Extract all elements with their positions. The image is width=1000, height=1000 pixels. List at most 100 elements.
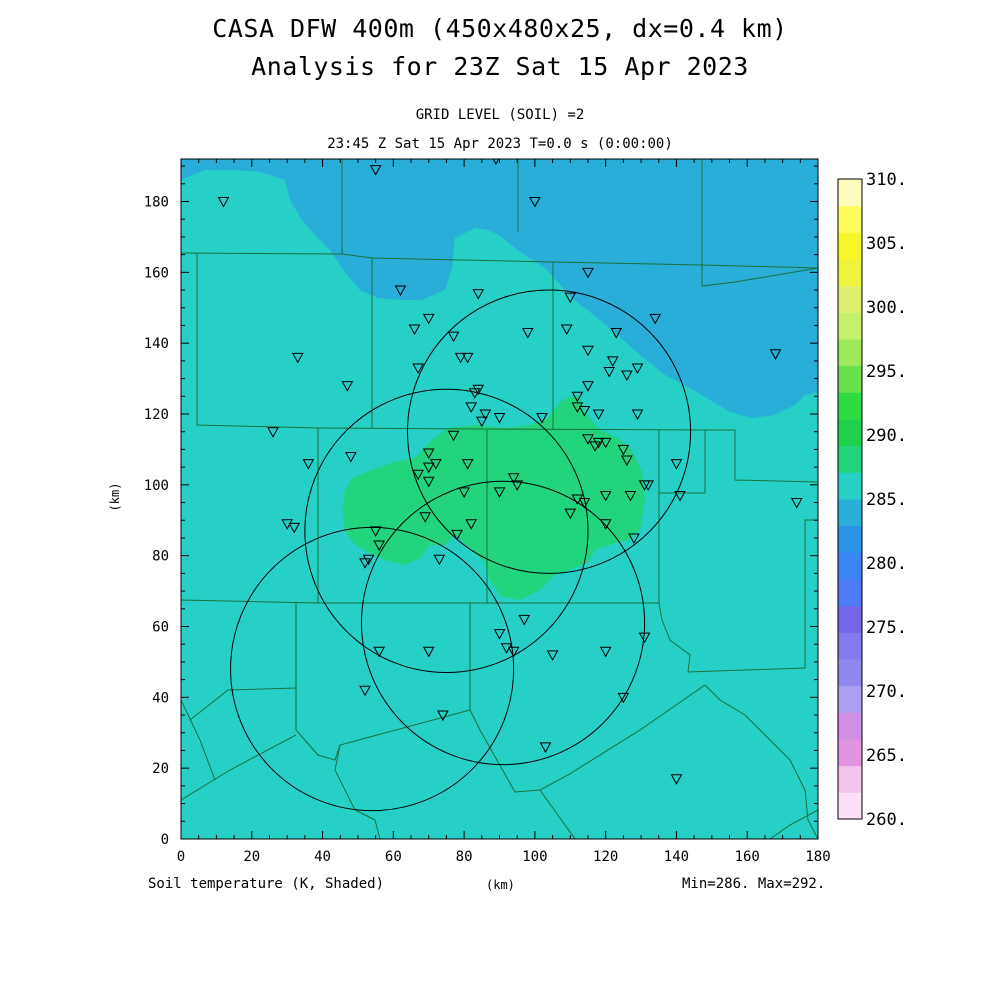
station-marker: [408, 324, 421, 336]
station-marker: [412, 363, 424, 374]
station-marker: [592, 437, 605, 449]
station-marker: [582, 381, 594, 392]
x-tick-label: 180: [805, 849, 830, 865]
station-marker: [610, 328, 623, 339]
station-marker: [433, 554, 446, 566]
colorbar-label: 275.: [866, 618, 907, 638]
station-marker: [617, 692, 630, 704]
colorbar-label: 300.: [866, 298, 907, 318]
grid-level-label: GRID LEVEL (SOIL) =2: [415, 107, 585, 123]
station-marker: [345, 452, 357, 463]
radar-ring-4: [360, 480, 646, 766]
colorbar-labels: 260. 265. 270. 275. 280. 285. 290. 295. 300. 305.…: [866, 170, 907, 830]
y-axis-tick-labels: 0 20 40 60 80 100 120 140 160 180: [144, 195, 169, 849]
colorbar-segment: [838, 285, 862, 313]
x-tick-label: 120: [593, 849, 618, 865]
colorbar-segment: [838, 499, 862, 527]
station-marker: [599, 519, 612, 530]
colorbar-segment: [838, 525, 862, 553]
y-tick-label: 60: [152, 620, 169, 636]
station-marker: [507, 646, 520, 658]
station-marker: [359, 558, 371, 569]
station-marker: [621, 455, 633, 467]
station-marker: [291, 352, 304, 364]
station-marker: [447, 430, 460, 442]
station-marker: [461, 459, 474, 470]
y-tick-label: 80: [152, 549, 169, 565]
colorbar-label: 270.: [866, 682, 907, 702]
station-marker: [628, 533, 640, 544]
map-title: CASA DFW 400m (450x480x25, dx=0.4 km): [212, 14, 788, 43]
station-marker: [649, 313, 662, 325]
radar-ring-2: [304, 388, 589, 674]
station-marker: [359, 685, 371, 697]
x-tick-label: 20: [243, 849, 260, 865]
x-tick-label: 60: [385, 849, 402, 865]
colorbar-segment: [838, 605, 862, 633]
station-marker: [592, 409, 605, 421]
station-marker: [458, 487, 470, 498]
y-tick-label: 120: [144, 407, 169, 423]
cool-temperature-patch: [181, 159, 200, 178]
colorbar-segment: [838, 765, 862, 793]
cool-temperature-region: [181, 159, 818, 418]
station-marker: [447, 331, 460, 343]
axis-ticks: [180, 159, 819, 840]
station-marker: [422, 313, 435, 325]
warm-temperature-region: [342, 395, 645, 600]
min-max-label: Min=286. Max=292.: [682, 876, 826, 892]
station-marker: [373, 646, 386, 658]
y-axis-label: (km): [108, 482, 122, 512]
radar-ring-1: [406, 289, 692, 574]
station-marker: [670, 459, 683, 470]
station-marker: [461, 352, 474, 364]
station-marker: [674, 490, 686, 502]
station-marker: [422, 462, 435, 474]
station-marker: [599, 646, 612, 658]
station-marker: [670, 774, 683, 785]
station-marker: [341, 381, 354, 392]
station-marker: [582, 345, 594, 357]
station-marker: [267, 427, 279, 438]
colorbar: [838, 179, 862, 820]
station-marker: [422, 476, 435, 488]
station-marker: [422, 646, 435, 658]
analysis-time-title: Analysis for 23Z Sat 15 Apr 2023: [251, 52, 749, 81]
colorbar-segment: [838, 312, 862, 340]
y-tick-label: 20: [152, 761, 169, 777]
y-tick-label: 140: [144, 336, 169, 352]
station-marker: [790, 498, 803, 509]
x-tick-label: 80: [456, 849, 473, 865]
x-tick-label: 140: [664, 849, 689, 865]
station-marker: [217, 197, 230, 208]
station-marker: [472, 289, 485, 300]
colorbar-segment: [838, 659, 862, 687]
colorbar-segment: [838, 632, 862, 660]
station-marker: [468, 388, 481, 399]
station-marker: [422, 448, 435, 459]
colorbar-segment: [838, 205, 862, 233]
station-marker: [564, 292, 577, 304]
station-marker: [493, 487, 506, 498]
station-marker: [493, 413, 506, 424]
station-marker: [465, 402, 478, 413]
colorbar-label: 260.: [866, 810, 907, 830]
station-marker: [475, 416, 488, 428]
x-axis-tick-labels: 0 20 40 60 80 100 120 140 160 180: [177, 849, 831, 865]
station-marker: [769, 349, 782, 360]
observation-stations: [217, 159, 803, 785]
colorbar-label: 290.: [866, 426, 907, 446]
colorbar-segment: [838, 685, 862, 713]
x-tick-label: 0: [177, 849, 185, 865]
colorbar-label: 285.: [866, 490, 907, 510]
station-marker: [394, 285, 407, 297]
colorbar-label: 310.: [866, 170, 907, 190]
y-tick-label: 100: [144, 478, 169, 494]
station-marker: [624, 490, 637, 502]
radar-range-rings: [230, 289, 692, 812]
colorbar-segment: [838, 419, 862, 447]
station-marker: [546, 650, 559, 661]
y-tick-label: 180: [144, 195, 169, 211]
station-marker: [571, 391, 584, 403]
colorbar-frame: [837, 178, 863, 820]
